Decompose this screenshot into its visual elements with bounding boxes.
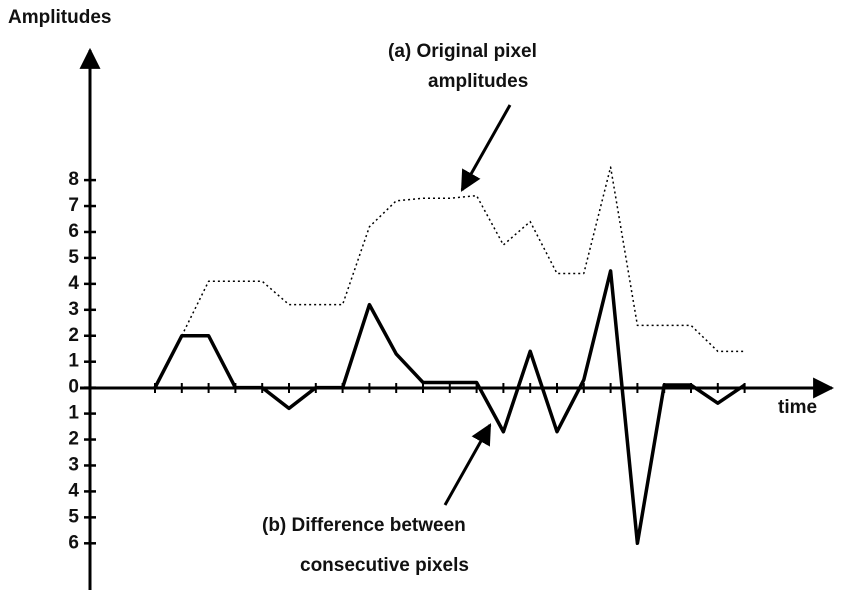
arrow <box>443 423 492 506</box>
x-axis-label: time <box>778 397 817 418</box>
y-tick-label: 4 <box>68 273 79 294</box>
y-tick-label: 4 <box>68 480 79 501</box>
y-tick-label: 1 <box>68 403 79 424</box>
y-tick-label: 3 <box>68 454 79 475</box>
series-line <box>181 166 745 353</box>
y-tick-label: 8 <box>68 169 79 190</box>
y-tick-label: 3 <box>68 299 79 320</box>
series-line <box>153 269 746 546</box>
y-tick-label: 2 <box>68 325 79 346</box>
y-tick-label: 2 <box>68 429 79 450</box>
y-tick-label: 0 <box>68 377 79 398</box>
y-tick-label: 7 <box>68 195 79 216</box>
annotation: (b) Difference between <box>262 515 466 536</box>
annotation: amplitudes <box>428 71 528 92</box>
y-tick-label: 6 <box>68 221 79 242</box>
y-tick-label: 5 <box>68 247 79 268</box>
annotation: (a) Original pixel <box>388 41 537 62</box>
y-tick-label: 5 <box>68 506 79 527</box>
y-axis-label: Amplitudes <box>8 7 111 28</box>
annotation: consecutive pixels <box>300 555 469 576</box>
arrow <box>460 104 512 192</box>
y-tick-label: 1 <box>68 351 79 372</box>
y-tick-label: 6 <box>68 532 79 553</box>
